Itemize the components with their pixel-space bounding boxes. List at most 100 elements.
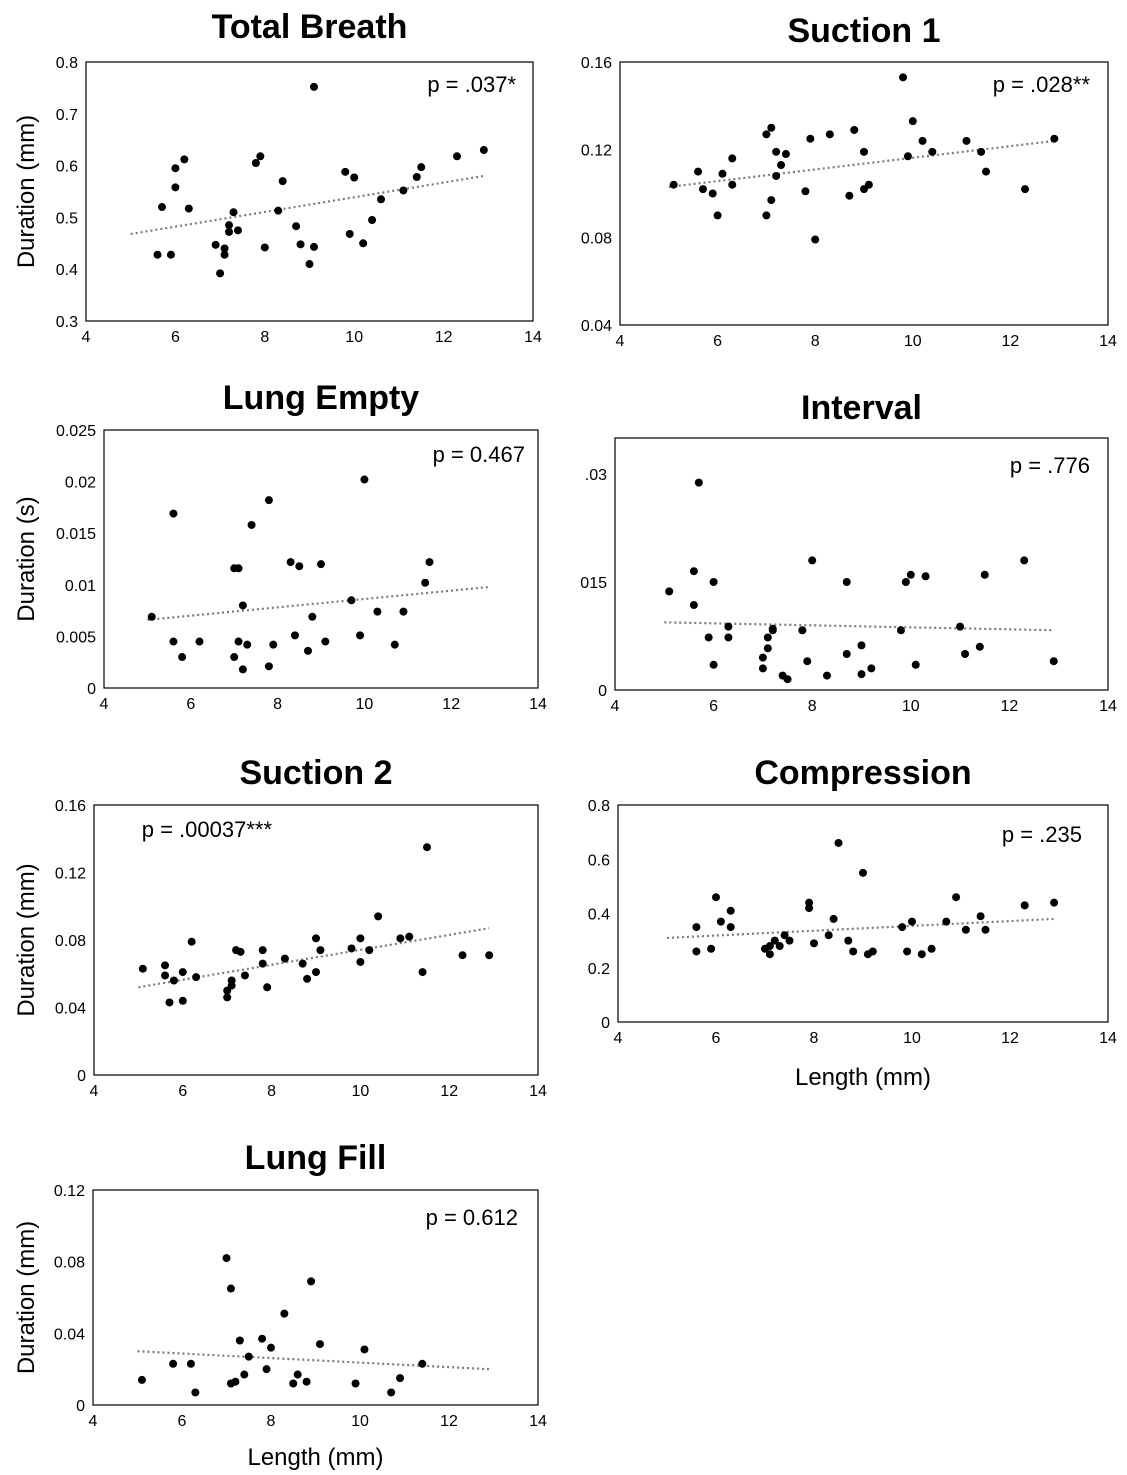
- x-tick-label: 6: [709, 698, 718, 715]
- chart-panel: Compression 4 6 8 10 12 14 0 0.2 0.4 0.6 0.8 Length …: [588, 754, 1117, 1091]
- chart-title: Compression: [754, 754, 971, 792]
- y-tick-label: 0.6: [56, 159, 78, 176]
- data-point: [458, 951, 467, 960]
- data-point: [225, 227, 234, 236]
- data-point: [296, 240, 305, 249]
- data-point: [258, 1334, 267, 1343]
- x-axis-label: Length (mm): [795, 1064, 931, 1091]
- x-tick-label: 8: [810, 1030, 819, 1047]
- data-point: [178, 653, 187, 662]
- data-point: [908, 117, 917, 126]
- chart-title: Suction 1: [787, 12, 940, 50]
- x-tick-label: 10: [345, 329, 363, 346]
- x-tick-label: 10: [902, 698, 920, 715]
- p-value-annotation: p = .776: [1010, 453, 1090, 478]
- data-point: [293, 1370, 302, 1379]
- data-point: [781, 150, 790, 159]
- data-point: [227, 981, 236, 990]
- trendline: [666, 917, 1055, 940]
- data-point: [263, 983, 272, 992]
- x-tick-label: 10: [903, 1030, 921, 1047]
- data-point: [768, 624, 777, 633]
- x-tick-label: 12: [1001, 1030, 1019, 1047]
- y-tick-label: 0.5: [56, 210, 78, 227]
- plot-area: [103, 429, 539, 689]
- data-point: [244, 1352, 253, 1361]
- x-tick-label: 8: [267, 1083, 276, 1100]
- data-point: [898, 923, 907, 932]
- chart-panel: Lung Empty 4 6 8 10 12 14 0 0.005 0.01 0.015 0.02 0.…: [13, 379, 547, 713]
- data-point: [1020, 901, 1029, 910]
- data-point: [138, 964, 147, 973]
- x-tick-label: 10: [904, 333, 922, 350]
- x-tick-label: 14: [524, 329, 542, 346]
- y-tick-label: .03: [585, 467, 607, 484]
- trendline: [668, 139, 1055, 189]
- data-point: [860, 147, 868, 156]
- plot-area: [92, 1189, 539, 1406]
- data-point: [485, 951, 494, 960]
- x-tick-label: 4: [82, 329, 91, 346]
- data-point: [309, 242, 318, 251]
- data-point: [359, 239, 368, 248]
- plot-area: [619, 61, 1109, 326]
- data-point: [315, 1340, 324, 1349]
- chart-title: Lung Fill: [245, 1139, 387, 1177]
- data-point: [295, 562, 304, 571]
- x-tick-label: 14: [529, 1413, 547, 1430]
- x-tick-label: 10: [356, 696, 374, 713]
- data-point: [226, 1284, 235, 1293]
- y-tick-label: 0.6: [588, 852, 610, 869]
- data-point: [689, 601, 698, 610]
- data-point: [785, 936, 794, 945]
- data-point: [772, 171, 781, 180]
- data-point: [302, 1377, 311, 1386]
- data-point: [918, 136, 927, 145]
- data-point: [850, 125, 859, 134]
- data-point: [867, 664, 876, 673]
- x-tick-label: 6: [713, 333, 722, 350]
- p-value-annotation: p = 0.467: [433, 442, 525, 467]
- p-value-annotation: p = .235: [1002, 822, 1082, 847]
- x-tick-label: 12: [1001, 698, 1019, 715]
- data-point: [240, 1370, 249, 1379]
- trendline: [130, 174, 485, 236]
- data-point: [289, 1379, 298, 1388]
- data-point: [1020, 556, 1029, 565]
- data-point: [258, 946, 267, 955]
- data-point: [694, 478, 703, 487]
- data-point: [280, 954, 289, 963]
- trendline: [138, 927, 490, 989]
- data-point: [171, 164, 180, 173]
- data-point: [280, 1309, 289, 1318]
- data-point: [347, 944, 356, 953]
- data-point: [765, 950, 774, 959]
- data-point: [709, 660, 718, 669]
- data-point: [264, 496, 273, 505]
- x-tick-label: 4: [89, 1413, 98, 1430]
- data-point: [780, 931, 789, 940]
- y-tick-label: 0.16: [581, 55, 612, 72]
- data-point: [425, 558, 434, 567]
- data-point: [157, 203, 166, 212]
- x-tick-label: 8: [273, 696, 282, 713]
- y-tick-label: 0.8: [588, 798, 610, 815]
- data-point: [184, 204, 193, 213]
- data-point: [704, 633, 713, 642]
- data-point: [899, 73, 908, 82]
- data-point: [220, 250, 229, 259]
- data-point: [303, 646, 312, 655]
- x-tick-label: 12: [440, 1083, 458, 1100]
- data-point: [842, 650, 851, 658]
- data-point: [1049, 657, 1058, 666]
- data-point: [373, 607, 382, 616]
- y-tick-label: 0.04: [55, 1001, 86, 1018]
- data-point: [962, 136, 971, 145]
- x-tick-label: 6: [186, 696, 195, 713]
- data-point: [857, 670, 866, 679]
- data-point: [767, 123, 776, 132]
- data-point: [762, 130, 771, 139]
- data-point: [225, 221, 234, 230]
- x-tick-label: 6: [712, 1030, 721, 1047]
